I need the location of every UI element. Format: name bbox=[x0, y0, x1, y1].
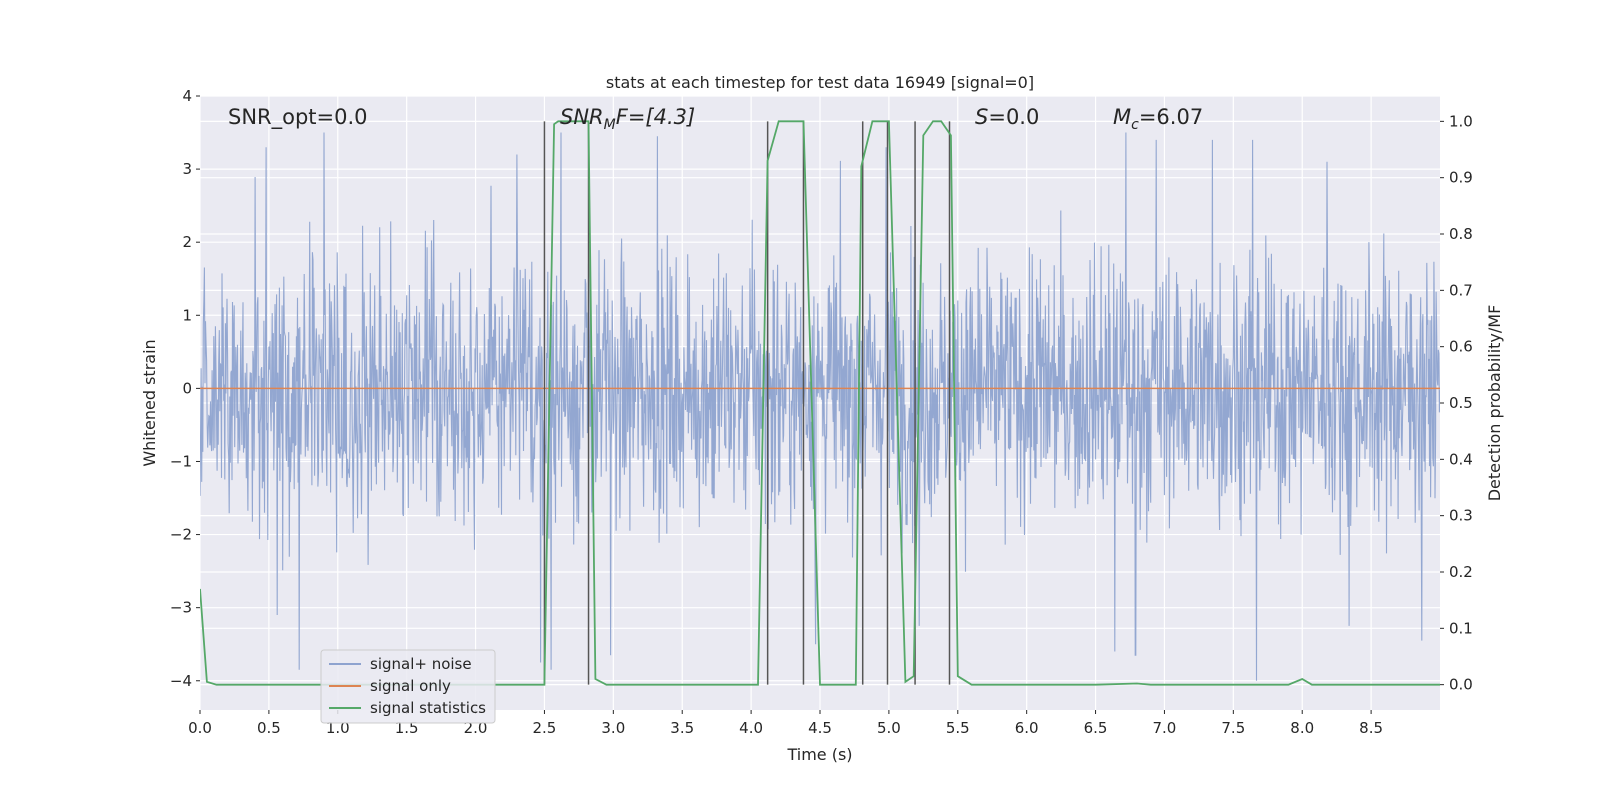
y-right-tick-label: 0.9 bbox=[1449, 169, 1473, 187]
vertical-markers bbox=[543, 121, 951, 685]
annotation-mc: Mc=6.07 bbox=[1113, 105, 1203, 133]
y-right-tick-label: 0.0 bbox=[1449, 676, 1473, 694]
annotation-snr-mf-main: SNR bbox=[560, 105, 604, 129]
annotation-snr-mf-rest: F=[4.3] bbox=[616, 105, 695, 129]
y-right-tick-label: 0.7 bbox=[1449, 281, 1473, 299]
chart-title: stats at each timestep for test data 169… bbox=[606, 73, 1034, 92]
annotation-mc-main: M bbox=[1113, 105, 1131, 129]
x-axis-ticks: 0.0 0.5 1.0 1.5 2.0 2.5 3.0 3.5 4.0 4.5 5.0 5.5 6.0 6… bbox=[188, 710, 1383, 737]
y-right-tick-label: 0.3 bbox=[1449, 507, 1473, 525]
x-tick-label: 5.5 bbox=[946, 719, 970, 737]
y-left-tick-label: 0 bbox=[182, 379, 192, 397]
x-tick-label: 8.5 bbox=[1359, 719, 1383, 737]
y-left-tick-label: −3 bbox=[170, 599, 192, 617]
x-tick-label: 6.0 bbox=[1015, 719, 1039, 737]
y-left-tick-label: 3 bbox=[182, 160, 192, 178]
annotation-mc-rest: =6.07 bbox=[1139, 105, 1203, 129]
y-right-axis-label: Detection probability/MF bbox=[1485, 305, 1504, 502]
x-tick-label: 7.0 bbox=[1153, 719, 1177, 737]
annotation-s-rest: =0.0 bbox=[988, 105, 1039, 129]
x-tick-label: 3.0 bbox=[601, 719, 625, 737]
x-tick-label: 0.5 bbox=[257, 719, 281, 737]
y-right-tick-label: 0.6 bbox=[1449, 338, 1473, 356]
x-tick-label: 6.5 bbox=[1084, 719, 1108, 737]
x-tick-label: 4.0 bbox=[739, 719, 763, 737]
x-tick-label: 4.5 bbox=[808, 719, 832, 737]
legend: signal+ noise signal only signal statist… bbox=[320, 649, 496, 724]
y-right-tick-label: 0.1 bbox=[1449, 619, 1473, 637]
y-right-tick-label: 0.8 bbox=[1449, 225, 1473, 243]
y-right-tick-label: 0.5 bbox=[1449, 394, 1473, 412]
x-tick-label: 7.5 bbox=[1221, 719, 1245, 737]
y-right-tick-label: 0.4 bbox=[1449, 450, 1473, 468]
legend-label-signal-only: signal only bbox=[370, 677, 451, 695]
annotation-s: S=0.0 bbox=[975, 105, 1039, 129]
annotation-snr-mf-sub: M bbox=[604, 117, 616, 133]
line-signal-statistics bbox=[200, 120, 1440, 686]
series-signal-noise bbox=[200, 132, 1440, 681]
y-left-tick-label: −4 bbox=[170, 672, 192, 690]
annotation-snr-opt: SNR_opt=0.0 bbox=[228, 105, 368, 130]
series-signal-statistics bbox=[200, 120, 1440, 686]
y-left-tick-label: −2 bbox=[170, 526, 192, 544]
y-left-axis-label: Whitened strain bbox=[140, 339, 159, 466]
annotation-s-main: S bbox=[975, 105, 988, 129]
y-left-tick-label: 1 bbox=[182, 306, 192, 324]
y-right-tick-label: 1.0 bbox=[1449, 112, 1473, 130]
x-axis-label: Time (s) bbox=[786, 745, 852, 764]
legend-label-signal-noise: signal+ noise bbox=[370, 655, 472, 673]
legend-label-signal-statistics: signal statistics bbox=[370, 699, 486, 717]
x-tick-label: 5.0 bbox=[877, 719, 901, 737]
annotation-snr-mf: SNRMF=[4.3] bbox=[560, 105, 695, 133]
y-left-tick-label: −1 bbox=[170, 452, 192, 470]
x-tick-label: 8.0 bbox=[1290, 719, 1314, 737]
line-signal-noise bbox=[200, 132, 1440, 681]
annotation-mc-sub: c bbox=[1131, 117, 1139, 133]
legend-box bbox=[320, 649, 496, 724]
y-right-axis-ticks: 1.0 0.9 0.8 0.7 0.6 0.5 0.4 0.3 0.2 0.1 0.0 bbox=[1440, 112, 1473, 694]
y-left-axis-ticks: 4 3 2 1 0 −1 −2 −3 −4 bbox=[170, 87, 200, 690]
x-tick-label: 3.5 bbox=[670, 719, 694, 737]
y-left-tick-label: 4 bbox=[182, 87, 192, 105]
y-left-tick-label: 2 bbox=[182, 233, 192, 251]
x-tick-label: 0.0 bbox=[188, 719, 212, 737]
grid-lines bbox=[199, 95, 1440, 710]
x-tick-label: 2.5 bbox=[533, 719, 557, 737]
y-right-tick-label: 0.2 bbox=[1449, 563, 1473, 581]
